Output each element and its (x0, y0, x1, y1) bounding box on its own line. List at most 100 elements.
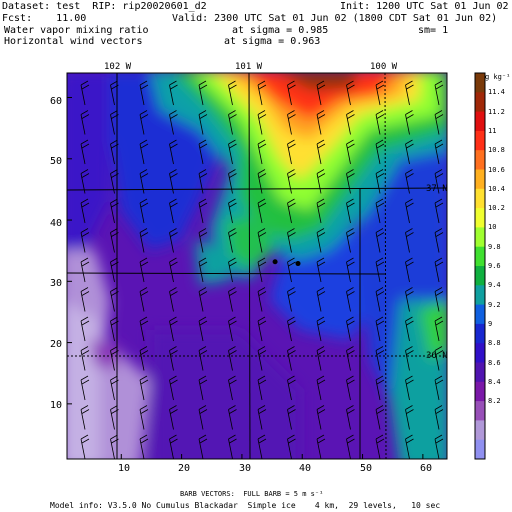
wind-barb (257, 316, 267, 342)
wind-barb (287, 257, 296, 283)
wind-barb (375, 434, 385, 460)
wind-barb (257, 110, 267, 135)
colorbar-label: 8.4 (488, 377, 501, 386)
wind-barb (139, 139, 149, 165)
wind-barb (316, 405, 326, 430)
header-init: Init: 1200 UTC Sat 01 Jun 02 (340, 1, 509, 12)
wind-barb (434, 139, 444, 165)
wind-barb (405, 169, 414, 194)
wind-barb (139, 287, 149, 312)
colorbar-label: 11.2 (488, 107, 505, 116)
wind-barb (80, 228, 90, 253)
wind-barb (198, 287, 208, 312)
colorbar-swatch (475, 439, 485, 460)
wind-barb (316, 110, 326, 135)
wind-barb (139, 375, 149, 401)
wind-barbs (80, 80, 444, 460)
wind-barb (80, 434, 90, 460)
wind-barb (375, 198, 385, 224)
wind-barb (405, 257, 414, 283)
wind-barb (375, 316, 385, 342)
wind-barb (198, 375, 208, 401)
footer-model-info: Model info: V3.5.0 No Cumulus Blackadar … (50, 501, 441, 510)
wind-barb (287, 316, 296, 342)
wind-barb (434, 375, 444, 401)
wind-barb (375, 139, 385, 165)
moisture-field (67, 73, 447, 459)
wind-barb (139, 346, 149, 371)
wind-barb (287, 169, 296, 194)
wind-barb (110, 228, 119, 253)
wind-barb (257, 257, 267, 283)
wind-barb (198, 198, 208, 224)
colorbar-frame (474, 72, 486, 460)
wind-barb (375, 228, 385, 253)
lat-label-36n: 36 N (426, 351, 448, 361)
wind-barb (198, 80, 208, 106)
wind-barb (80, 405, 90, 430)
x-tick-60: 60 (420, 463, 433, 474)
colorbar-unit: g kg⁻¹ (485, 73, 511, 81)
x-tick-10: 10 (118, 463, 131, 474)
header-field1-sm: sm= 1 (418, 25, 449, 36)
y-tick-50: 50 (50, 156, 63, 167)
x-tick-20: 20 (178, 463, 191, 474)
wind-barb (139, 257, 149, 283)
wind-barb (228, 139, 237, 165)
colorbar-swatch (475, 285, 485, 306)
wind-barb (169, 346, 178, 371)
wind-barb (257, 139, 267, 165)
colorbar-swatch (475, 208, 485, 228)
wind-barb (80, 80, 90, 106)
wind-barb (287, 228, 296, 253)
colorbar-label: 9.4 (488, 281, 501, 290)
wind-barb (139, 228, 149, 253)
wind-barb (316, 198, 326, 224)
colorbar-swatch (475, 111, 485, 132)
wind-barb (316, 287, 326, 312)
colorbar-label: 9.8 (488, 242, 501, 251)
wind-barb (375, 257, 385, 283)
wind-barb (375, 110, 385, 135)
wind-barb (139, 405, 149, 430)
wind-barb (198, 346, 208, 371)
wind-barb (375, 287, 385, 312)
wind-barb (257, 287, 267, 312)
wind-barb (169, 434, 178, 460)
map-lines (66, 72, 448, 460)
wind-barb (405, 110, 414, 135)
colorbar-swatch (475, 266, 485, 286)
wind-barb (139, 316, 149, 342)
colorbar-swatch (475, 323, 485, 344)
wind-barb (405, 287, 414, 312)
wind-barb (405, 198, 414, 224)
wind-barb (434, 257, 444, 283)
y-tick-10: 10 (50, 400, 63, 411)
wind-barb (434, 169, 444, 194)
x-tick-50: 50 (360, 463, 373, 474)
colorbar-swatch (475, 130, 485, 151)
wind-barb (434, 287, 444, 312)
colorbar-label: 8.2 (488, 397, 501, 406)
wind-barb (110, 405, 119, 430)
header-dataset: Dataset: test RIP: rip20020601_d2 (2, 1, 207, 12)
colorbar-swatch (475, 343, 485, 363)
wind-barb (346, 405, 355, 430)
wind-barb (287, 287, 296, 312)
wind-barb (228, 110, 237, 135)
lon-label-102w: 102 W (104, 62, 132, 72)
wind-barb (375, 405, 385, 430)
colorbar-swatch (475, 73, 485, 93)
wind-barb (316, 346, 326, 371)
wind-barb (80, 257, 90, 283)
wind-barb (228, 375, 237, 401)
wind-barb (434, 434, 444, 460)
colorbar-swatch (475, 381, 485, 402)
wind-barb (228, 405, 237, 430)
wind-barb (169, 316, 178, 342)
wind-barb (287, 434, 296, 460)
wind-barb (198, 110, 208, 135)
wind-barb (110, 169, 119, 194)
wind-barb (228, 257, 237, 283)
header-field2: Horizontal wind vectors (4, 36, 143, 47)
